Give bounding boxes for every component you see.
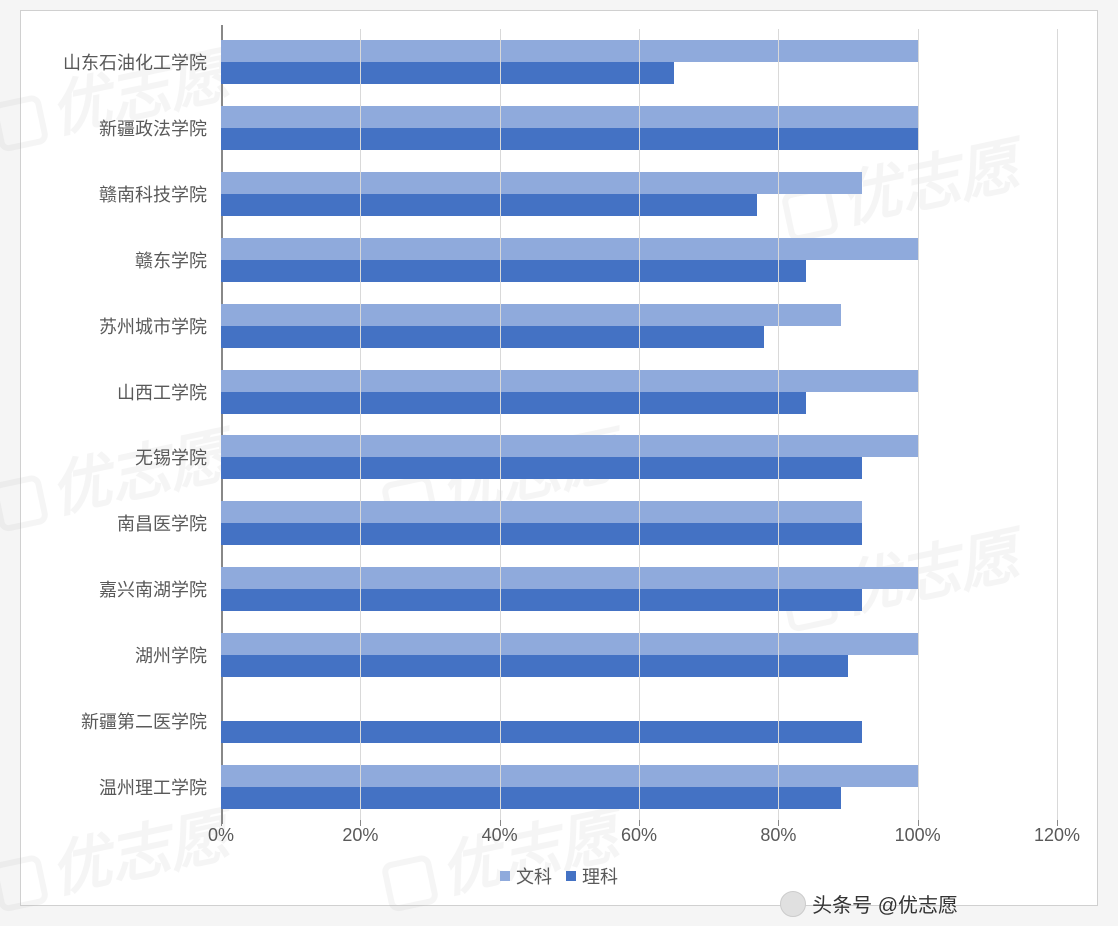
legend-swatch-wenke bbox=[500, 871, 510, 881]
legend-swatch-like bbox=[566, 871, 576, 881]
x-tick-label: 100% bbox=[895, 825, 941, 846]
x-tick-label: 60% bbox=[621, 825, 657, 846]
bar-like bbox=[221, 62, 674, 84]
legend-label-wenke: 文科 bbox=[516, 863, 552, 889]
y-axis-label: 嘉兴南湖学院 bbox=[99, 576, 221, 602]
bar-like bbox=[221, 457, 862, 479]
bar-like bbox=[221, 787, 841, 809]
bar-like bbox=[221, 326, 764, 348]
x-tick-label: 80% bbox=[760, 825, 796, 846]
y-axis-label: 新疆政法学院 bbox=[99, 115, 221, 141]
y-axis-label: 无锡学院 bbox=[135, 444, 221, 470]
bar-wenke bbox=[221, 633, 918, 655]
gridline bbox=[639, 29, 640, 820]
x-tick-label: 20% bbox=[342, 825, 378, 846]
x-axis-labels: 0%20%40%60%80%100%120% bbox=[221, 825, 1057, 847]
chart-container: 优志愿 优志愿 优志愿 优志愿 优志愿 优志愿 优志愿 山东石油化工学院新疆政法… bbox=[20, 10, 1098, 906]
attribution-text: 头条号 @优志愿 bbox=[812, 889, 958, 918]
gridline bbox=[500, 29, 501, 820]
bar-like bbox=[221, 392, 806, 414]
bar-like bbox=[221, 523, 862, 545]
bar-like bbox=[221, 655, 848, 677]
y-axis-label: 赣东学院 bbox=[135, 247, 221, 273]
y-axis-label: 山西工学院 bbox=[117, 379, 221, 405]
gridline bbox=[778, 29, 779, 820]
bar-wenke bbox=[221, 40, 918, 62]
bar-wenke bbox=[221, 501, 862, 523]
avatar-icon bbox=[780, 891, 806, 917]
x-tick-label: 120% bbox=[1034, 825, 1080, 846]
bar-wenke bbox=[221, 238, 918, 260]
legend: 文科 理科 bbox=[21, 863, 1097, 889]
plot-area: 山东石油化工学院新疆政法学院赣南科技学院赣东学院苏州城市学院山西工学院无锡学院南… bbox=[221, 29, 1057, 820]
gridline bbox=[1057, 29, 1058, 820]
legend-item-like: 理科 bbox=[566, 863, 618, 889]
bar-like bbox=[221, 128, 918, 150]
x-tick-label: 0% bbox=[208, 825, 234, 846]
bar-like bbox=[221, 589, 862, 611]
y-axis-label: 赣南科技学院 bbox=[99, 181, 221, 207]
watermark: 优志愿 bbox=[0, 27, 235, 162]
y-axis-label: 苏州城市学院 bbox=[99, 313, 221, 339]
legend-item-wenke: 文科 bbox=[500, 863, 552, 889]
x-tick-label: 40% bbox=[482, 825, 518, 846]
bar-wenke bbox=[221, 435, 918, 457]
y-axis-label: 湖州学院 bbox=[135, 642, 221, 668]
watermark: 优志愿 bbox=[0, 787, 235, 922]
legend-label-like: 理科 bbox=[582, 863, 618, 889]
bar-like bbox=[221, 194, 757, 216]
gridline bbox=[360, 29, 361, 820]
bar-like bbox=[221, 721, 862, 743]
y-axis-label: 南昌医学院 bbox=[117, 510, 221, 536]
bar-wenke bbox=[221, 765, 918, 787]
y-axis-label: 新疆第二医学院 bbox=[81, 708, 221, 734]
bar-like bbox=[221, 260, 806, 282]
bar-wenke bbox=[221, 567, 918, 589]
attribution: 头条号 @优志愿 bbox=[780, 889, 958, 918]
bar-wenke bbox=[221, 304, 841, 326]
bar-wenke bbox=[221, 106, 918, 128]
y-axis-label: 山东石油化工学院 bbox=[63, 49, 221, 75]
y-axis-label: 温州理工学院 bbox=[99, 774, 221, 800]
gridline bbox=[918, 29, 919, 820]
bar-wenke bbox=[221, 370, 918, 392]
bar-wenke bbox=[221, 172, 862, 194]
